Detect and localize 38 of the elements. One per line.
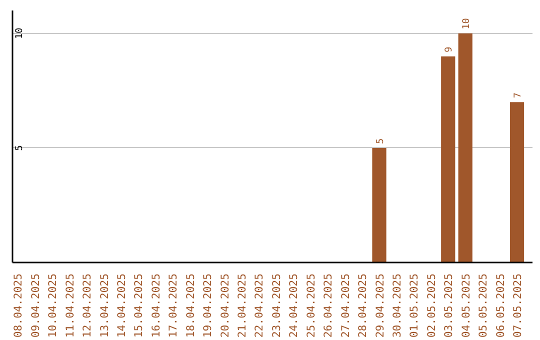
data-label: 5	[374, 138, 386, 144]
x-tick-label: 21.04.2025	[236, 274, 249, 338]
x-tick-label: 17.04.2025	[166, 274, 180, 338]
data-label: 7	[512, 92, 524, 98]
x-tick-label: 07.05.2025	[511, 274, 524, 338]
data-label: 9	[444, 46, 455, 52]
x-tick-label: 20.04.2025	[218, 274, 232, 338]
x-tick-label: 09.04.2025	[28, 274, 42, 338]
x-tick-label: 23.04.2025	[270, 274, 283, 338]
x-tick-label: 12.04.2025	[80, 274, 94, 338]
x-tick-label: 08.04.2025	[12, 274, 25, 338]
x-tick-label: 24.04.2025	[287, 274, 300, 338]
x-tick-label: 22.04.2025	[252, 274, 266, 338]
bar	[458, 33, 472, 262]
x-tick-label: 28.04.2025	[356, 274, 370, 338]
x-tick-label: 13.04.2025	[98, 274, 111, 338]
x-tick-label: 11.04.2025	[63, 274, 76, 338]
x-tick-label: 04.05.2025	[459, 274, 472, 338]
x-tick-label: 19.04.2025	[201, 274, 214, 338]
x-tick-label: 01.05.2025	[408, 274, 421, 338]
x-tick-label: 18.04.2025	[184, 274, 197, 338]
x-tick-label: 06.05.2025	[494, 274, 507, 338]
data-label: 10	[460, 18, 472, 30]
x-tick-label: 05.05.2025	[476, 274, 490, 338]
x-tick-label: 15.04.2025	[132, 274, 146, 338]
x-tick-label: 29.04.2025	[373, 274, 386, 338]
x-tick-label: 27.04.2025	[338, 274, 352, 338]
bar	[441, 56, 456, 262]
bar	[510, 102, 524, 262]
x-tick-label: 30.04.2025	[390, 274, 404, 338]
x-tick-label: 25.04.2025	[304, 274, 318, 338]
x-tick-label: 14.04.2025	[114, 274, 128, 338]
x-tick-label: 03.05.2025	[442, 274, 456, 338]
x-tick-label: 16.04.2025	[149, 274, 162, 338]
x-tick-label: 26.04.2025	[322, 274, 335, 338]
x-tick-label: 02.05.2025	[424, 274, 438, 338]
bar	[372, 148, 386, 262]
x-tick-label: 10.04.2025	[46, 274, 60, 338]
